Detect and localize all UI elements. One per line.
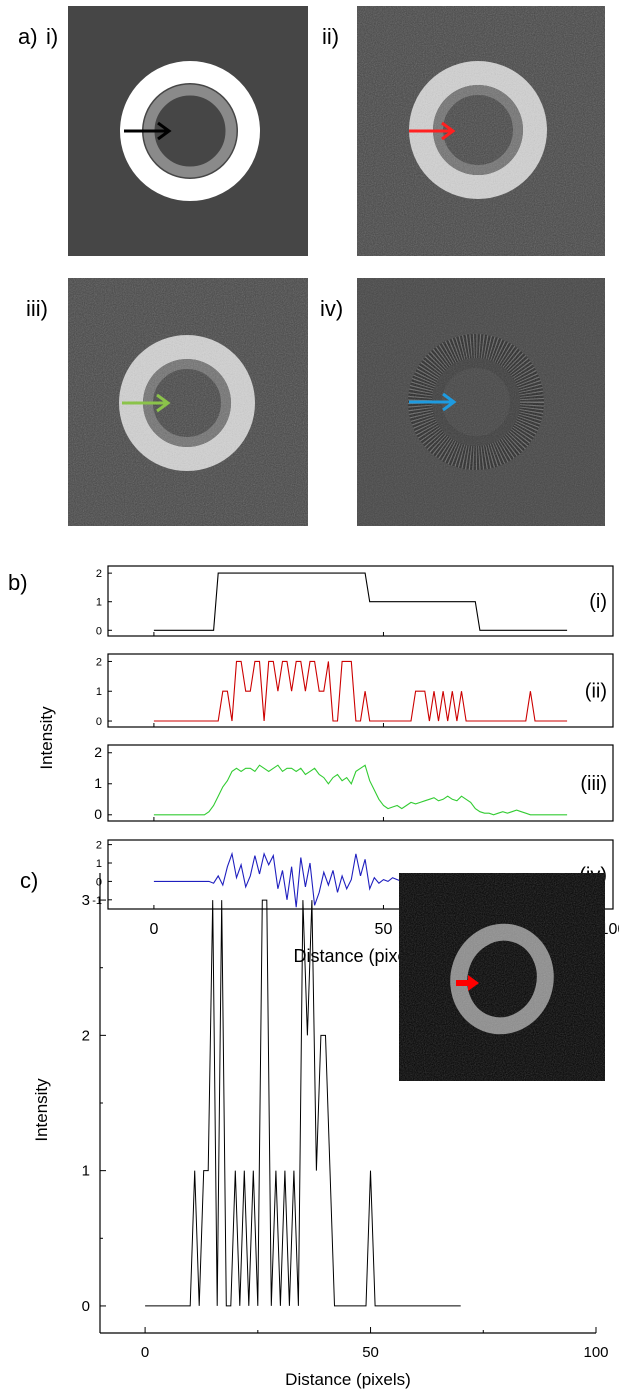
arrow-red-inset-icon — [456, 975, 479, 991]
series-line-ii — [153, 660, 568, 722]
image-a-iv: iv) — [320, 278, 605, 526]
subplot-b-3: 0 1 2 (iii) — [94, 744, 614, 822]
subplot-frame — [107, 744, 614, 822]
y-tick-label: 0 — [96, 625, 102, 637]
series-line-i — [153, 572, 568, 631]
inset-image-c — [399, 873, 605, 1081]
subplot-frame — [107, 565, 614, 637]
chart-b: 012(i)012(ii)012(iii)-1012(iv)050100Dist… — [37, 565, 619, 966]
y-tick-label: 1 — [96, 686, 102, 698]
subplot-b-1: 0 1 2 (i) — [96, 565, 614, 637]
series-line-iii — [153, 764, 568, 816]
subplot-label: (iii) — [580, 773, 607, 795]
image-a-ii-label: ii) — [322, 24, 339, 49]
subplot-label: (i) — [589, 591, 607, 613]
y-axis-label: Intensity — [37, 706, 56, 770]
image-a-iv-noise — [357, 278, 605, 526]
x-tick-label: 50 — [362, 1344, 379, 1361]
series-line-c — [145, 899, 461, 1307]
image-a-ii: ii) — [322, 6, 605, 256]
panel-b-label: b) — [8, 570, 28, 595]
arrow-red-icon — [409, 121, 456, 141]
y-tick-label: 2 — [96, 840, 102, 852]
image-a-iii: iii) — [26, 278, 308, 526]
y-tick-label: 2 — [96, 656, 102, 668]
y-tick-label: 1 — [82, 1163, 90, 1180]
y-tick-label: 2 — [82, 1027, 90, 1044]
image-a-iii-label: iii) — [26, 296, 48, 321]
subplot-label: (ii) — [585, 681, 607, 703]
panel-c-label: c) — [20, 868, 38, 893]
panel-a-label: a) — [18, 24, 38, 49]
subplot-b-2: 0 1 2 (ii) — [96, 653, 614, 728]
y-tick-label: 0 — [96, 716, 102, 728]
y-tick-label: 0 — [82, 1298, 90, 1315]
y-tick-label: 2 — [94, 744, 102, 760]
image-a-ii-noise — [357, 6, 605, 256]
x-tick-label: 100 — [583, 1344, 608, 1361]
image-a-i-label: i) — [46, 24, 58, 49]
x-tick-label: 50 — [375, 921, 393, 938]
arrow-black-icon — [124, 121, 172, 141]
subplot-frame — [107, 653, 614, 728]
y-tick-label: 0 — [96, 876, 102, 888]
image-a-iii-noise — [68, 278, 308, 526]
y-axis-label: Intensity — [32, 1078, 51, 1142]
y-tick-label: 2 — [96, 568, 102, 580]
x-tick-label: 0 — [149, 921, 158, 938]
subplot-frame — [107, 839, 614, 910]
image-a-iv-label: iv) — [320, 296, 343, 321]
y-tick-label: 1 — [96, 858, 102, 870]
y-tick-label: -1 — [92, 895, 102, 907]
image-a-i: i) — [46, 6, 308, 256]
x-axis-label: Distance (pixels) — [285, 1370, 411, 1389]
image-a-i-background — [68, 6, 308, 256]
y-tick-label: 1 — [96, 597, 102, 609]
y-tick-label: 3 — [82, 892, 90, 909]
inset-c-noise — [399, 873, 605, 1081]
x-axis-label: Distance (pixels) — [293, 946, 426, 966]
y-tick-label: 0 — [94, 806, 102, 822]
arrow-blue-icon — [409, 392, 457, 412]
x-tick-label: 0 — [141, 1344, 149, 1361]
y-tick-label: 1 — [94, 775, 102, 791]
arrow-green-icon — [122, 393, 171, 413]
